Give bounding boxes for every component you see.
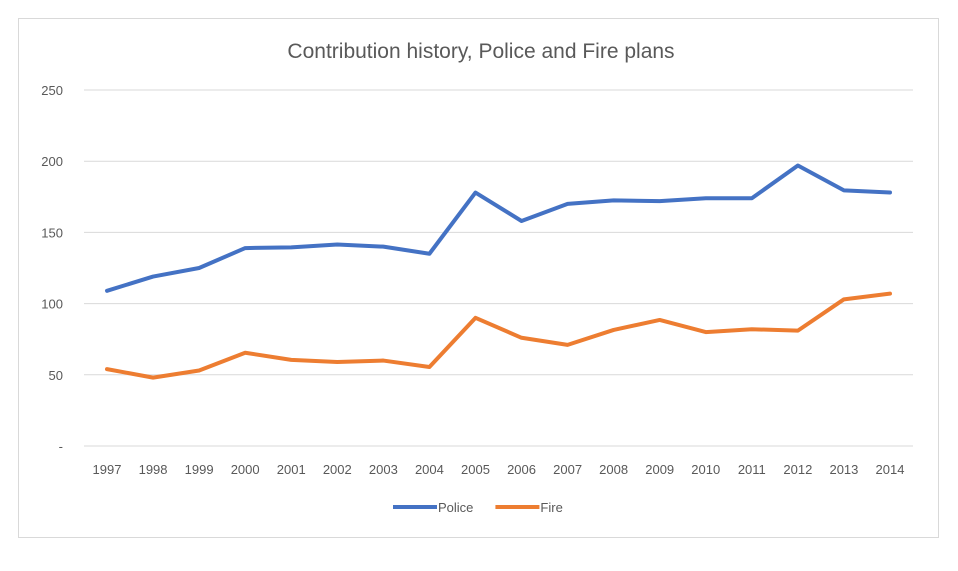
x-tick-label: 2001 [277,462,306,477]
x-tick-label: 2010 [691,462,720,477]
chart-title: Contribution history, Police and Fire pl… [287,40,674,63]
x-tick-label: 1999 [185,462,214,477]
x-tick-label: 2005 [461,462,490,477]
x-tick-label: 2009 [645,462,674,477]
x-tick-label: 2003 [369,462,398,477]
y-tick-label: 100 [41,297,63,312]
x-tick-label: 2013 [829,462,858,477]
y-tick-label: 200 [41,154,63,169]
legend-label: Police [438,500,473,515]
legend-label: Fire [540,500,562,515]
x-tick-label: 2012 [783,462,812,477]
y-tick-label: 50 [49,368,63,383]
x-tick-label: 1997 [93,462,122,477]
y-tick-label: - [59,439,63,454]
x-tick-label: 2004 [415,462,444,477]
x-tick-label: 2007 [553,462,582,477]
chart-border [19,19,939,538]
y-tick-label: 250 [41,83,63,98]
x-tick-label: 1998 [139,462,168,477]
x-tick-label: 2006 [507,462,536,477]
x-tick-label: 2014 [876,462,905,477]
x-tick-label: 2011 [738,462,766,477]
x-tick-label: 2002 [323,462,352,477]
y-tick-label: 150 [41,225,63,240]
x-tick-label: 2008 [599,462,628,477]
x-tick-label: 2000 [231,462,260,477]
